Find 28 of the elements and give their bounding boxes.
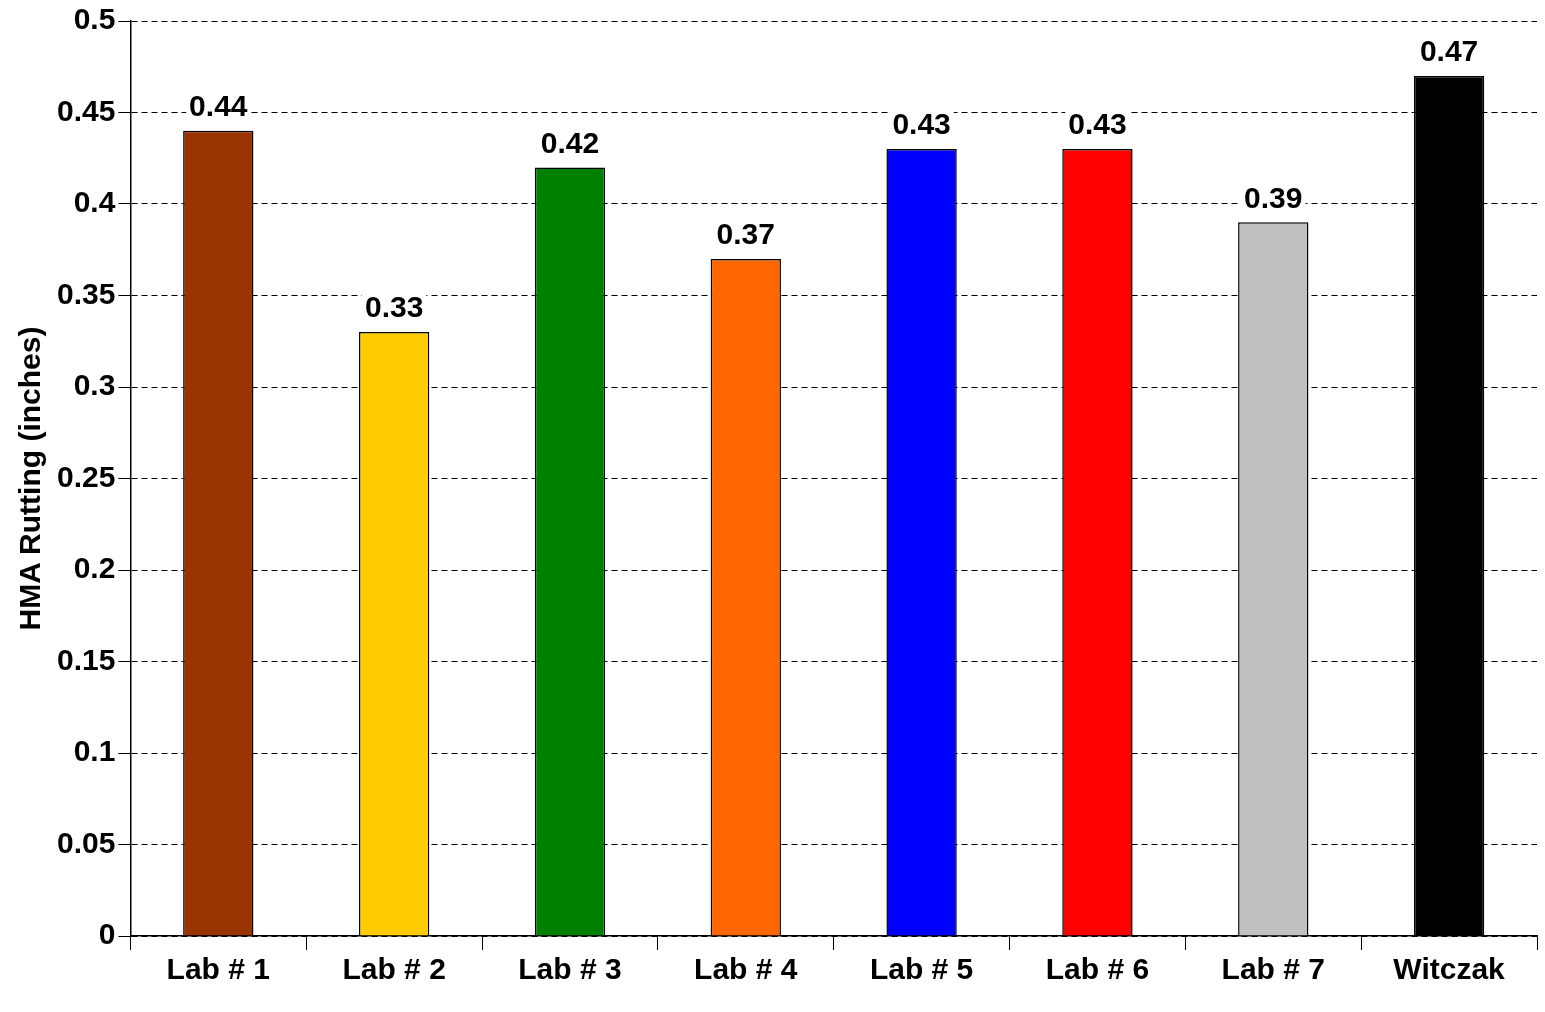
y-tick-label: 0 (98, 917, 116, 951)
y-tick-label: 0.35 (57, 276, 116, 310)
x-tick-label: Lab # 5 (869, 952, 974, 986)
x-tick-label: Lab # 3 (518, 952, 622, 986)
x-tick-label: Lab # 2 (342, 952, 446, 986)
data-label: 0.43 (1068, 107, 1127, 141)
data-label: 0.47 (1419, 34, 1479, 68)
y-tick-label: 0.2 (73, 551, 116, 585)
y-tick-label: 0.25 (57, 459, 116, 493)
y-tick-label: 0.05 (57, 825, 116, 859)
data-label: 0.44 (189, 89, 248, 123)
y-tick-label: 0.15 (57, 642, 116, 676)
y-axis-title: HMA Rutting (inches) (13, 326, 47, 631)
y-tick-label: 0.3 (73, 368, 116, 402)
data-label: 0.42 (540, 125, 600, 159)
data-label: 0.39 (1244, 180, 1303, 214)
y-tick-label: 0.4 (73, 185, 116, 219)
x-tick-label: Lab # 1 (166, 952, 270, 986)
x-tick-label: Lab # 4 (694, 952, 798, 986)
data-label: 0.37 (716, 217, 775, 251)
y-tick-label: 0.1 (73, 734, 116, 768)
y-tick-label: 0.45 (57, 93, 116, 127)
x-tick-label: Lab # 6 (1045, 952, 1150, 986)
data-label: 0.43 (892, 107, 951, 141)
x-tick-label: Lab # 7 (1221, 952, 1325, 986)
x-tick-label: Witczak (1393, 952, 1506, 986)
y-tick-label: 0.5 (73, 2, 116, 36)
data-label: 0.33 (364, 290, 424, 324)
